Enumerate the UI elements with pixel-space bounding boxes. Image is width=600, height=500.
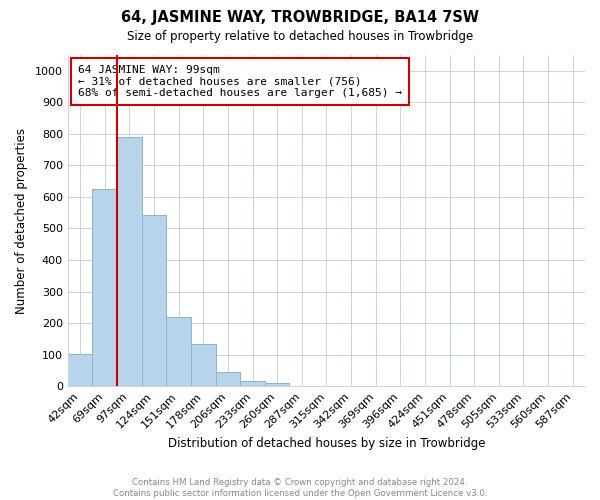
Bar <box>92 188 117 386</box>
Text: Size of property relative to detached houses in Trowbridge: Size of property relative to detached ho… <box>127 30 473 43</box>
Bar <box>215 372 240 386</box>
Bar <box>142 215 166 386</box>
Bar <box>240 380 265 386</box>
Text: Contains HM Land Registry data © Crown copyright and database right 2024.
Contai: Contains HM Land Registry data © Crown c… <box>113 478 487 498</box>
Bar <box>265 383 289 386</box>
Bar <box>191 344 215 386</box>
Bar <box>117 137 142 386</box>
Bar <box>166 317 191 386</box>
X-axis label: Distribution of detached houses by size in Trowbridge: Distribution of detached houses by size … <box>167 437 485 450</box>
Text: 64, JASMINE WAY, TROWBRIDGE, BA14 7SW: 64, JASMINE WAY, TROWBRIDGE, BA14 7SW <box>121 10 479 25</box>
Y-axis label: Number of detached properties: Number of detached properties <box>15 128 28 314</box>
Bar <box>68 354 92 386</box>
Text: 64 JASMINE WAY: 99sqm
← 31% of detached houses are smaller (756)
68% of semi-det: 64 JASMINE WAY: 99sqm ← 31% of detached … <box>78 65 402 98</box>
